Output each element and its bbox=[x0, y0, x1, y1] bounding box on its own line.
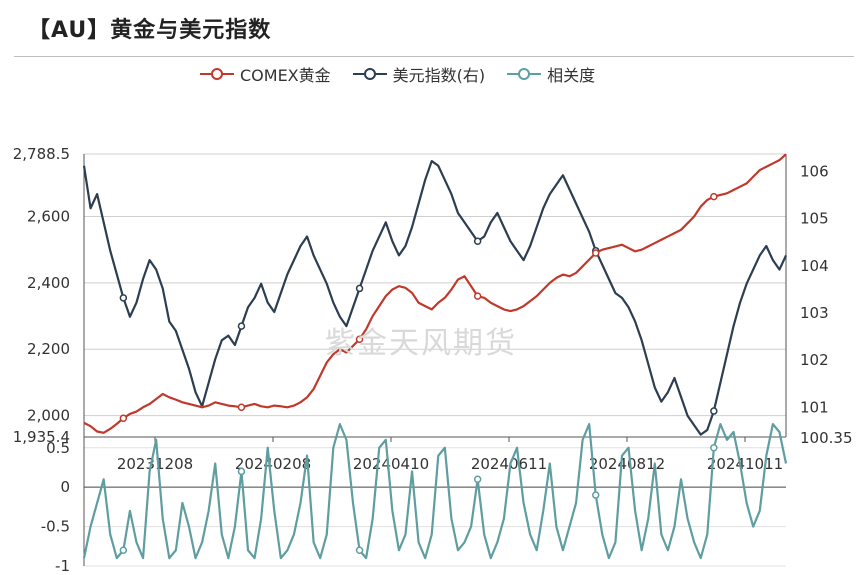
y-left-tick-label: 1,935.4 bbox=[13, 428, 70, 446]
legend-marker-usd bbox=[352, 68, 387, 80]
gold-series-line-point bbox=[119, 414, 128, 422]
gold-series-line-point bbox=[473, 292, 482, 300]
corr-series-line-point bbox=[710, 444, 718, 452]
x-tick-label: 20240208 bbox=[235, 455, 311, 473]
x-tick-label: 20240410 bbox=[353, 455, 429, 473]
y-left-tick-label: 2,400 bbox=[27, 274, 70, 292]
legend-item-usd[interactable]: 美元指数(右) bbox=[352, 62, 486, 86]
y-left-tick-label: 2,200 bbox=[27, 340, 70, 358]
usd-series-line-point bbox=[119, 294, 128, 302]
page-title: 【AU】黄金与美元指数 bbox=[28, 18, 272, 43]
usd-series-line bbox=[82, 159, 787, 436]
legend-item-corr[interactable]: 相关度 bbox=[507, 62, 595, 86]
y-left-tick-label: 2,000 bbox=[27, 407, 70, 425]
usd-series-line-point bbox=[355, 284, 364, 293]
y-right-tick-label: 103 bbox=[800, 304, 829, 322]
gold-series-line-point bbox=[710, 192, 718, 201]
legend-label-gold: COMEX黄金 bbox=[240, 66, 331, 85]
y-corr-tick-label: 0 bbox=[60, 478, 70, 496]
y-right-tick-label: 101 bbox=[800, 398, 829, 416]
y-left-tick-label: 2,600 bbox=[27, 208, 70, 226]
title-divider bbox=[14, 56, 854, 57]
x-tick-label: 20231208 bbox=[117, 455, 193, 473]
y-corr-tick-label: -0.5 bbox=[41, 518, 70, 536]
y-corr-tick-label: 0.5 bbox=[46, 439, 70, 457]
legend-label-usd: 美元指数(右) bbox=[392, 66, 486, 85]
y-right-tick-label: 105 bbox=[800, 210, 829, 228]
x-tick-label: 20240611 bbox=[471, 455, 547, 473]
legend-marker-gold bbox=[200, 68, 234, 80]
x-tick-label: 20241011 bbox=[707, 455, 783, 473]
x-tick-label: 20240812 bbox=[589, 455, 665, 473]
legend-label-corr: 相关度 bbox=[547, 66, 596, 85]
gold-series-line-point bbox=[237, 403, 246, 412]
corr-series-line bbox=[82, 423, 788, 560]
y-right-tick-label: 106 bbox=[800, 163, 829, 181]
y-right-tick-label: 100.35 bbox=[800, 429, 853, 447]
gold-series-line bbox=[83, 153, 787, 434]
gold-series-line-point bbox=[591, 249, 600, 257]
usd-series-line-point bbox=[473, 237, 482, 246]
corr-series-line-point bbox=[355, 546, 364, 554]
y-corr-tick-label: -1 bbox=[55, 557, 70, 575]
corr-series-line-point bbox=[119, 546, 128, 554]
y-right-tick-label: 104 bbox=[800, 257, 829, 275]
watermark-text: 紫金天风期货 bbox=[325, 326, 517, 361]
usd-series-line-point bbox=[710, 407, 718, 415]
legend-item-gold[interactable]: COMEX黄金 bbox=[200, 62, 331, 86]
corr-series-line-point bbox=[473, 475, 482, 484]
corr-series-line-point bbox=[237, 467, 246, 476]
legend-marker-corr bbox=[507, 68, 542, 80]
corr-series-line-point bbox=[591, 491, 600, 499]
y-right-tick-label: 102 bbox=[800, 351, 829, 369]
gold-series-line-point bbox=[355, 335, 364, 344]
legend: COMEX黄金 美元指数(右) 相关度 bbox=[200, 62, 595, 86]
usd-series-line-point bbox=[237, 322, 246, 330]
y-left-tick-label: 2,788.5 bbox=[13, 145, 70, 163]
